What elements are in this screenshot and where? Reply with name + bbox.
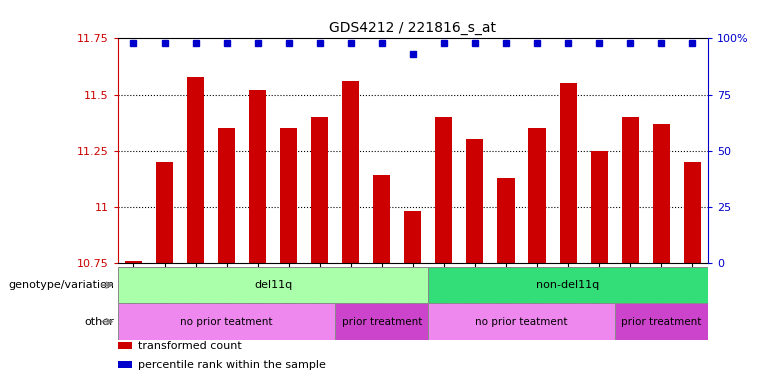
Text: non-del11q: non-del11q	[537, 280, 600, 290]
Bar	[118, 303, 336, 340]
Bar	[528, 128, 546, 263]
Text: no prior teatment: no prior teatment	[180, 316, 273, 327]
Bar	[435, 117, 453, 263]
Title: GDS4212 / 221816_s_at: GDS4212 / 221816_s_at	[330, 21, 496, 35]
Bar	[280, 128, 298, 263]
Bar	[653, 124, 670, 263]
Bar	[428, 267, 708, 303]
Text: transformed count: transformed count	[138, 341, 241, 351]
Bar	[466, 139, 483, 263]
Bar	[118, 267, 428, 303]
Text: other: other	[84, 316, 114, 327]
Text: del11q: del11q	[254, 280, 292, 290]
Text: prior treatment: prior treatment	[342, 316, 422, 327]
Bar	[622, 117, 638, 263]
Text: prior treatment: prior treatment	[621, 316, 702, 327]
Bar	[373, 175, 390, 263]
Bar	[428, 303, 615, 340]
Text: no prior teatment: no prior teatment	[475, 316, 568, 327]
Bar	[118, 361, 132, 368]
Bar	[342, 81, 359, 263]
Bar	[118, 342, 132, 349]
Text: genotype/variation: genotype/variation	[8, 280, 114, 290]
Bar	[311, 117, 328, 263]
Bar	[336, 303, 428, 340]
Bar	[559, 83, 577, 263]
Bar	[498, 178, 514, 263]
Bar	[156, 162, 173, 263]
Bar	[218, 128, 235, 263]
Bar	[683, 162, 701, 263]
Bar	[404, 211, 422, 263]
Bar	[591, 151, 607, 263]
Bar	[125, 261, 142, 263]
Bar	[249, 90, 266, 263]
Bar	[187, 76, 204, 263]
Bar	[615, 303, 708, 340]
Text: percentile rank within the sample: percentile rank within the sample	[138, 360, 326, 370]
